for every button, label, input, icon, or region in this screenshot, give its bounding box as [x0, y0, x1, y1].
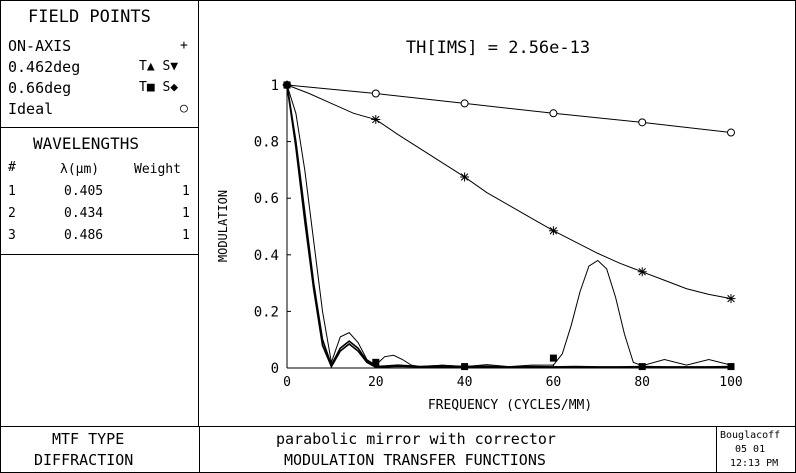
wavelength-header-lambda: λ(μm): [60, 162, 100, 177]
divider: [199, 426, 200, 473]
date-label: 05 01: [735, 444, 766, 455]
wavelength-index: 3: [8, 228, 16, 243]
wavelength-header-weight: Weight: [134, 162, 181, 177]
divider: [0, 254, 199, 255]
description-line-1: parabolic mirror with corrector: [276, 430, 556, 448]
wavelength-header-index: #: [8, 160, 16, 175]
square-marker-icon: T■ S◆: [139, 80, 179, 95]
field-point-label: ON-AXIS: [8, 37, 72, 55]
wavelength-index: 1: [8, 184, 16, 199]
wavelength-value: 0.405: [64, 184, 104, 199]
field-point-label: Ideal: [8, 100, 54, 118]
wavelength-value: 0.486: [64, 228, 104, 243]
wavelength-weight: 1: [182, 228, 190, 243]
circle-marker-icon: ○: [180, 101, 188, 116]
left-panel: [0, 0, 199, 426]
mtf-type-value: DIFFRACTION: [34, 451, 134, 469]
author-label: Bouglacoff: [720, 430, 781, 441]
field-points-title: FIELD POINTS: [28, 7, 151, 27]
description-line-2: MODULATION TRANSFER FUNCTIONS: [284, 451, 546, 469]
wavelength-weight: 1: [182, 184, 190, 199]
wavelengths-title: WAVELENGTHS: [33, 134, 139, 153]
wavelength-value: 0.434: [64, 206, 104, 221]
footer-bar: [0, 426, 796, 473]
field-point-label: 0.462deg: [8, 58, 81, 76]
field-point-label: 0.66deg: [8, 79, 72, 97]
triangle-marker-icon: T▲ S▼: [139, 59, 179, 74]
divider: [716, 426, 717, 473]
wavelength-index: 2: [8, 206, 16, 221]
mtf-type-label: MTF TYPE: [52, 430, 125, 448]
time-label: 12:13 PM: [730, 458, 779, 469]
wavelength-weight: 1: [182, 206, 190, 221]
plus-marker-icon: +: [180, 38, 188, 53]
divider: [0, 127, 199, 128]
